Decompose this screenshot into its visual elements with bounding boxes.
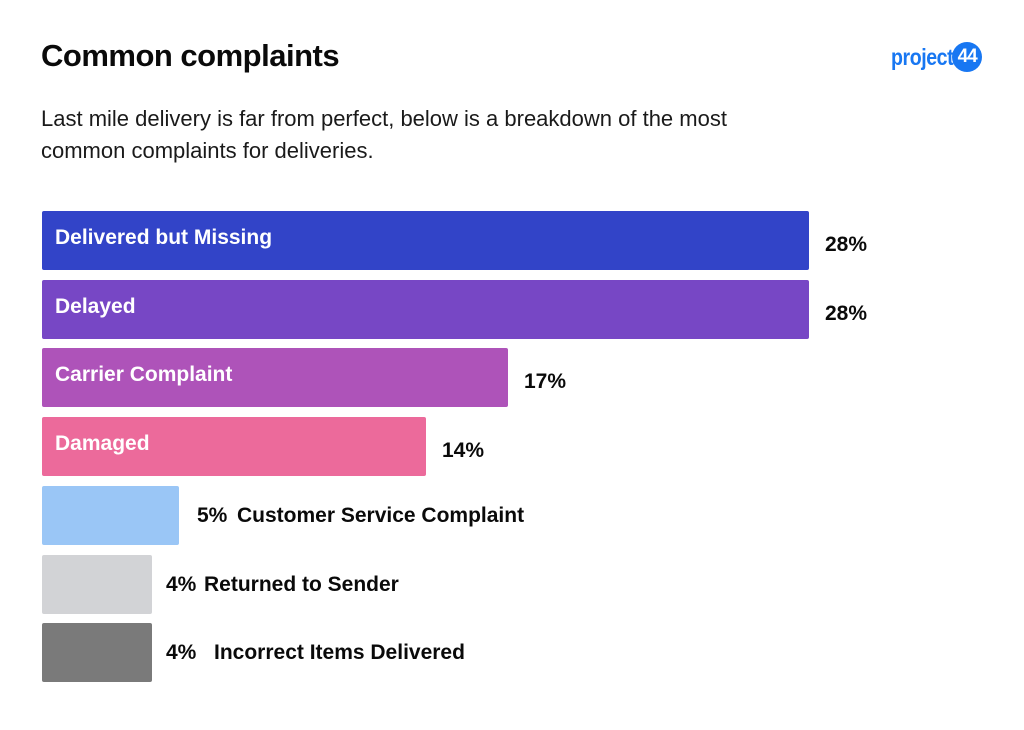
bar-category-label: Delayed	[55, 294, 136, 318]
bar-category-label: Damaged	[55, 431, 150, 455]
bar-value-label: 4%	[166, 640, 197, 664]
bar-category-label: Returned to Sender	[204, 572, 399, 596]
bar-customer-service-complaint	[42, 486, 179, 545]
bar-damaged	[42, 417, 426, 476]
bar-category-label: Delivered but Missing	[55, 225, 273, 249]
bar-value-label: 4%	[166, 572, 197, 596]
page-title: Common complaints	[41, 38, 340, 73]
bar-incorrect-items-delivered	[42, 623, 152, 682]
page-subtitle: Last mile delivery is far from perfect, …	[41, 106, 727, 163]
bar-carrier-complaint	[42, 348, 508, 407]
bar-value-label: 14%	[442, 438, 485, 462]
bar-delivered-but-missing	[42, 211, 809, 270]
bar-value-label: 5%	[197, 503, 228, 527]
bar-category-label: Incorrect Items Delivered	[214, 640, 465, 664]
bar-category-label: Customer Service Complaint	[237, 503, 525, 527]
bar-value-label: 28%	[825, 301, 868, 325]
bar-value-label: 17%	[524, 369, 567, 393]
bar-returned-to-sender	[42, 555, 152, 614]
bar-category-label: Carrier Complaint	[55, 362, 233, 386]
project44-logo: project 44	[891, 42, 983, 72]
bar-value-label: 28%	[825, 232, 868, 256]
bar-delayed	[42, 280, 809, 339]
logo-badge: 44	[952, 42, 983, 72]
logo-text: project	[891, 43, 954, 70]
